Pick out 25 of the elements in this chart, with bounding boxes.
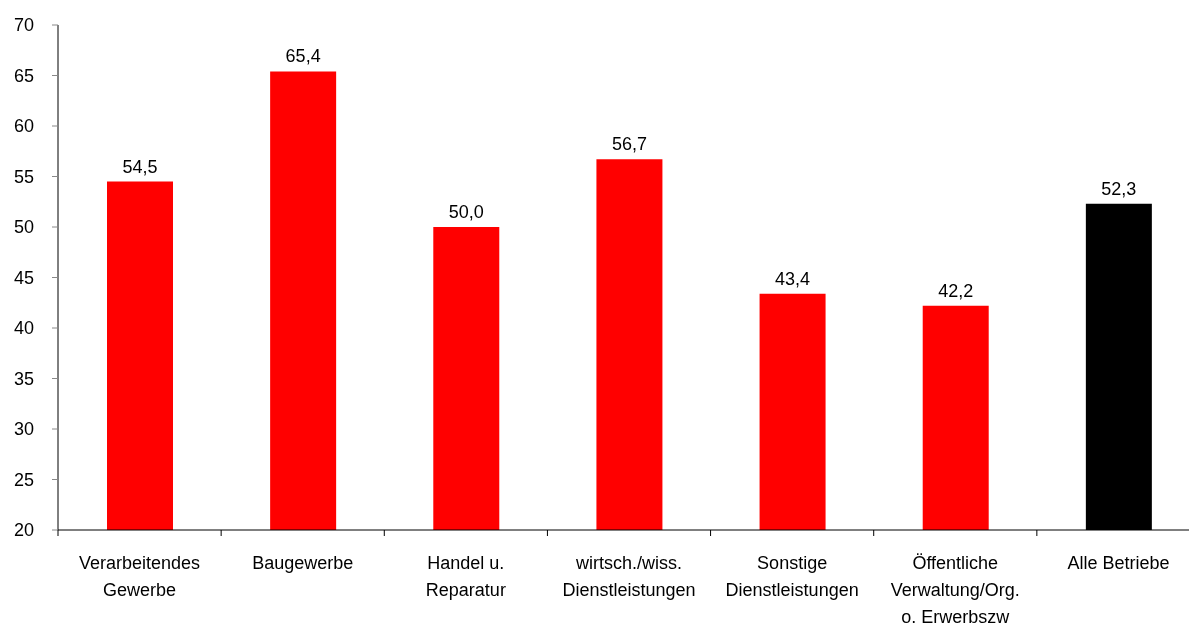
y-tick-label: 65 bbox=[13, 65, 34, 86]
y-tick-label: 35 bbox=[13, 368, 34, 389]
data-label: 52,3 bbox=[1101, 178, 1137, 199]
x-tick-label: Handel u. Reparatur bbox=[425, 553, 506, 600]
y-tick-label: 40 bbox=[13, 318, 34, 339]
y-tick-label: 60 bbox=[13, 116, 34, 137]
data-label: 50,0 bbox=[448, 202, 484, 222]
data-label: 56,7 bbox=[611, 134, 647, 155]
y-tick-label: 20 bbox=[13, 520, 34, 541]
y-tick-label: 45 bbox=[13, 267, 34, 288]
y-tick-label: 70 bbox=[13, 15, 34, 36]
data-label: 42,2 bbox=[938, 280, 974, 301]
x-tick-label: Sonstige Dienstleistungen bbox=[725, 553, 859, 600]
x-tick-label: wirtsch./wiss. Dienstleistungen bbox=[562, 553, 696, 600]
y-tick-label: 30 bbox=[13, 419, 34, 440]
y-tick-label: 50 bbox=[13, 217, 34, 238]
x-tick-label: Alle Betriebe bbox=[1067, 553, 1170, 573]
y-tick-label: 25 bbox=[13, 469, 34, 490]
x-tick-label: Baugewerbe bbox=[252, 553, 354, 573]
y-tick-label: 55 bbox=[13, 166, 34, 187]
data-label: 43,4 bbox=[775, 268, 811, 289]
data-label: 54,5 bbox=[122, 156, 158, 177]
x-tick-label: Verarbeitendes Gewerbe bbox=[79, 553, 201, 600]
data-label: 65,4 bbox=[285, 46, 321, 67]
x-tick-label: Öffentliche Verwaltung/Org. o. Erwerbszw bbox=[890, 553, 1020, 624]
